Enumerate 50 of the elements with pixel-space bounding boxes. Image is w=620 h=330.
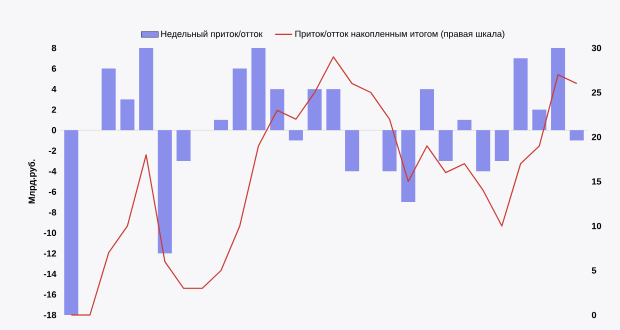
bar [401, 130, 416, 202]
bar [139, 48, 154, 130]
bar [64, 130, 78, 315]
bar [494, 130, 509, 161]
legend-label: Недельный приток/отток [161, 30, 263, 39]
y2-tick-label: 15 [592, 178, 602, 185]
y-tick-label: 6 [52, 65, 56, 72]
bar [120, 99, 134, 130]
bar [514, 58, 528, 130]
bar [532, 110, 546, 130]
y-tick-label: -16 [44, 291, 56, 298]
y-tick-label: 4 [52, 86, 56, 92]
y-tick-label: -10 [44, 230, 56, 236]
y-tick-label: -14 [44, 270, 56, 278]
y-tick-label: 2 [52, 106, 56, 113]
y2-tick-label: 20 [592, 134, 602, 140]
y2-tick-label: 25 [592, 89, 602, 96]
bar [420, 89, 434, 130]
bar [102, 68, 116, 130]
y2-tick-label: 5 [592, 267, 596, 274]
y2-tick-label: 30 [592, 44, 602, 52]
bar [232, 68, 247, 130]
bar [214, 120, 228, 130]
y-axis-title: Млрд.руб. [28, 160, 37, 204]
y2-tick-label: 0 [592, 312, 596, 318]
bar [270, 89, 284, 130]
y-tick-label: 0 [52, 126, 56, 134]
y-tick-label: 8 [52, 44, 56, 52]
y2-tick-label: 10 [592, 222, 602, 230]
y-tick-label: -8 [48, 209, 56, 216]
bar [382, 130, 397, 172]
legend-label: Приток/отток накопленным итогом (правая шкала) [295, 30, 504, 39]
line-series [70, 56, 578, 316]
bar [251, 48, 266, 130]
y-tick-label: -4 [48, 168, 56, 174]
bar [288, 130, 303, 140]
bar [158, 130, 172, 254]
y-tick-label: -6 [48, 188, 56, 195]
bar [345, 130, 360, 172]
bar [457, 120, 472, 130]
bar [438, 130, 453, 161]
y-tick-label: -18 [44, 312, 56, 318]
bar [570, 130, 584, 140]
y-tick-label: -12 [44, 250, 56, 257]
y-tick-label: -2 [48, 148, 56, 154]
bar [308, 89, 322, 130]
bar [551, 48, 566, 130]
bar [326, 89, 340, 130]
bar [176, 130, 191, 161]
bar [476, 130, 490, 172]
